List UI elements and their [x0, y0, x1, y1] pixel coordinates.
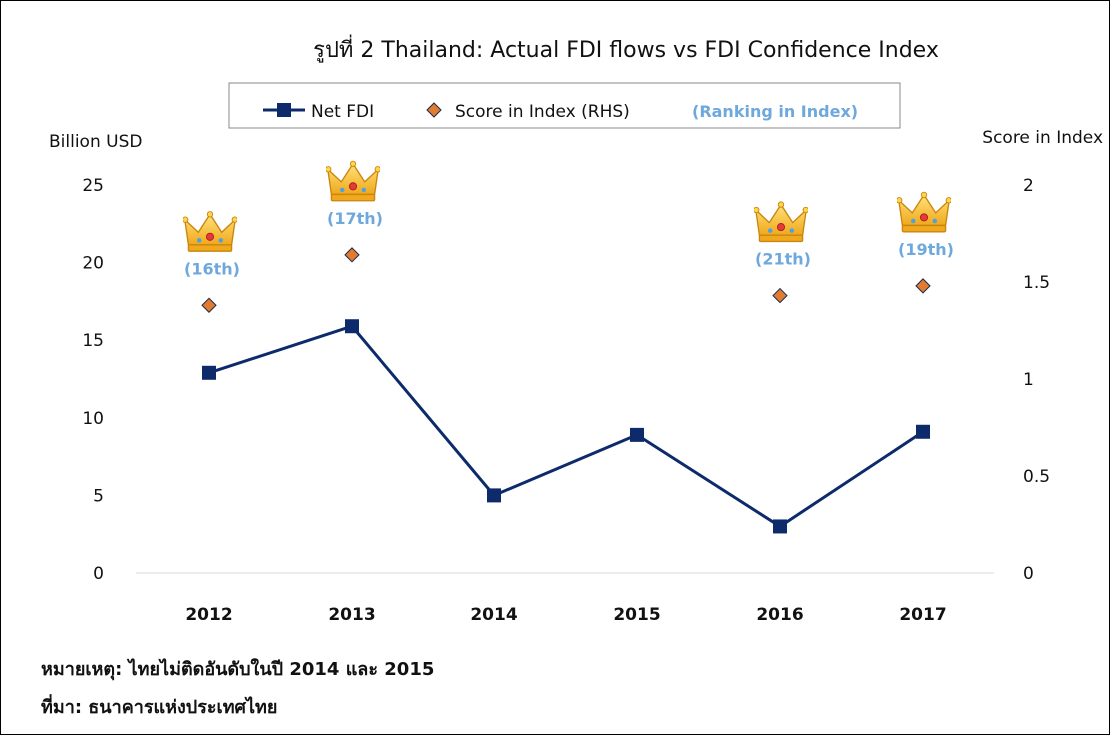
x-tick-label: 2012	[185, 605, 232, 625]
score-point	[344, 247, 360, 263]
x-tick-label: 2017	[899, 605, 946, 625]
x-tick-label: 2016	[756, 605, 803, 625]
score-point	[915, 278, 931, 294]
y-tick-label: 10	[82, 409, 104, 429]
remark-note: หมายเหตุ: ไทยไม่ติดอันดับในปี 2014 และ 2…	[41, 658, 434, 681]
chart-title: รูปที่ 2 Thailand: Actual FDI flows vs F…	[313, 34, 939, 63]
ranking-label: (19th)	[898, 240, 954, 259]
y2-tick-label: 0	[1023, 564, 1034, 584]
x-axis-ticks: 2012 2013 2014 2015 2016 2017	[185, 605, 946, 625]
crown-icon	[897, 191, 951, 233]
y2-tick-label: 1.5	[1023, 273, 1050, 293]
score-point	[201, 297, 217, 313]
y2-axis-label: Score in Index	[982, 128, 1103, 148]
x-tick-label: 2015	[613, 605, 660, 625]
ranking-label: (16th)	[184, 259, 240, 278]
net-fdi-line	[208, 324, 924, 528]
score-point	[772, 287, 788, 304]
y2-tick-label: 2	[1023, 176, 1034, 196]
crown-icon	[754, 201, 808, 243]
y-tick-label: 0	[93, 564, 104, 584]
source-note: ที่มา: ธนาคารแห่งประเทศไทย	[41, 694, 277, 718]
crown-icon	[326, 160, 380, 202]
net-fdi-point	[916, 424, 930, 439]
legend-score-marker	[426, 102, 442, 118]
y-tick-label: 5	[93, 486, 104, 506]
y2-tick-label: 0.5	[1023, 467, 1050, 487]
y-tick-label: 20	[82, 254, 104, 274]
y-axis-label: Billion USD	[49, 132, 142, 152]
net-fdi-point	[630, 427, 644, 442]
net-fdi-point	[487, 488, 501, 503]
legend: Net FDI Score in Index (RHS) (Ranking in…	[228, 82, 901, 129]
ranking-label: (21th)	[755, 250, 811, 269]
y-tick-label: 15	[82, 331, 104, 351]
y-axis-ticks: 0 5 10 15 20 25	[82, 176, 104, 584]
x-tick-label: 2013	[328, 605, 375, 625]
x-tick-label: 2014	[470, 605, 517, 625]
net-fdi-point	[773, 519, 787, 534]
legend-net-fdi-marker	[277, 103, 291, 117]
y2-axis-ticks: 0 0.5 1 1.5 2	[1023, 176, 1050, 584]
legend-net-fdi-label: Net FDI	[311, 102, 374, 122]
net-fdi-point	[202, 365, 216, 380]
legend-score-label: Score in Index (RHS)	[455, 102, 630, 122]
plot-area: (16th) (17th) (21th) (19th)	[183, 160, 955, 534]
y-tick-label: 25	[82, 176, 104, 196]
y2-tick-label: 1	[1023, 370, 1034, 390]
legend-box	[228, 82, 901, 129]
net-fdi-point	[345, 319, 359, 334]
ranking-label: (17th)	[327, 209, 383, 228]
crown-icon	[183, 210, 237, 252]
legend-ranking-label: (Ranking in Index)	[692, 102, 858, 121]
